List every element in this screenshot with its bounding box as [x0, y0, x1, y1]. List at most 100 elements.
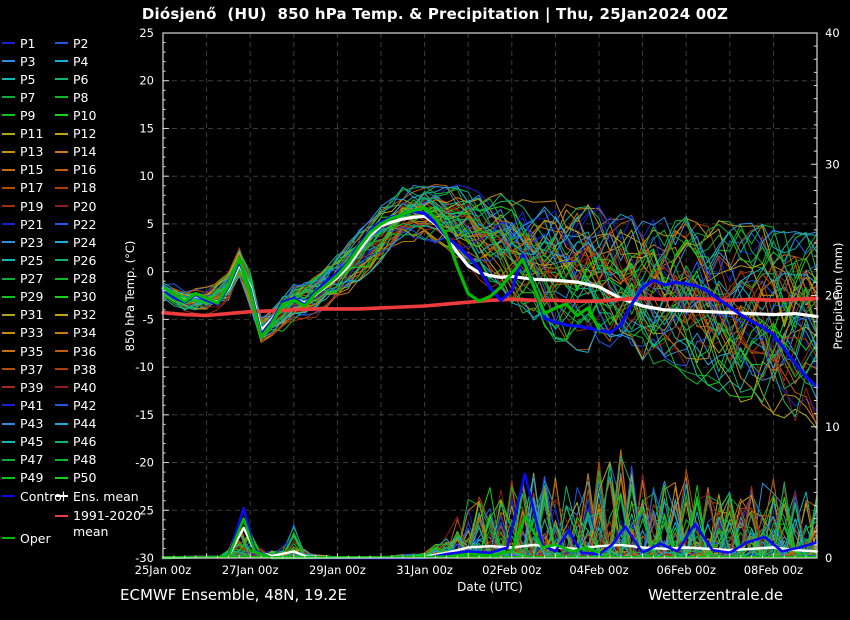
legend-label-p50: P50 — [73, 470, 97, 486]
legend-label-p2: P2 — [73, 35, 89, 51]
legend-entry-p13: P13 — [2, 143, 43, 161]
legend-entry-oper: Oper — [2, 529, 51, 547]
legend-entry-p11: P11 — [2, 125, 43, 143]
legend-label-p46: P46 — [73, 434, 97, 450]
legend-entry-p24: P24 — [55, 233, 96, 251]
legend-label-p32: P32 — [73, 307, 97, 323]
legend-label-p47: P47 — [20, 452, 44, 468]
legend-swatch-p14 — [55, 150, 68, 153]
legend-entry-control: Control — [2, 487, 65, 505]
legend-entry-p34: P34 — [55, 324, 96, 342]
precip-tick-label: 40 — [825, 26, 840, 40]
legend-entry-p33: P33 — [2, 324, 43, 342]
legend-swatch-p11 — [2, 132, 15, 135]
legend-swatch-p9 — [2, 114, 15, 117]
legend-swatch-p32 — [55, 313, 68, 316]
date-tick-label: 06Feb 00z — [657, 563, 716, 577]
date-tick-label: 27Jan 00z — [222, 563, 279, 577]
legend-label-p7: P7 — [20, 89, 36, 105]
legend-swatch-p36 — [55, 350, 68, 353]
legend-label-p29: P29 — [20, 289, 44, 305]
legend-swatch-p10 — [55, 114, 68, 117]
legend-swatch-climate-mean — [55, 515, 68, 517]
legend-label-p49: P49 — [20, 470, 44, 486]
legend-label-p22: P22 — [73, 216, 97, 232]
legend-swatch-p23 — [2, 241, 15, 244]
oper-precip-line — [161, 514, 601, 560]
ensemble-temp-lines — [162, 184, 818, 430]
legend-swatch-p28 — [55, 277, 68, 280]
temp-tick-label: 5 — [147, 217, 154, 231]
legend-label-p34: P34 — [73, 325, 97, 341]
legend-label-p12: P12 — [73, 126, 97, 142]
legend-label-p43: P43 — [20, 416, 44, 432]
x-axis-title: Date (UTC) — [457, 580, 523, 594]
legend-entry-p7: P7 — [2, 88, 36, 106]
legend-swatch-p18 — [55, 186, 68, 189]
date-tick-label: 29Jan 00z — [309, 563, 366, 577]
legend-entry-p2: P2 — [55, 34, 89, 52]
legend-label-p33: P33 — [20, 325, 44, 341]
ensemble-member-temp-line — [162, 195, 818, 381]
legend-label-p23: P23 — [20, 234, 44, 250]
legend-label-p19: P19 — [20, 198, 44, 214]
precip-tick-label: 10 — [825, 420, 840, 434]
legend-swatch-p26 — [55, 259, 68, 262]
legend-label-p9: P9 — [20, 107, 36, 123]
legend-label-p1: P1 — [20, 35, 36, 51]
legend-entry-p36: P36 — [55, 342, 96, 360]
axes-frame — [162, 32, 818, 559]
legend-label-p38: P38 — [73, 361, 97, 377]
legend-entry-p8: P8 — [55, 88, 89, 106]
legend-swatch-p34 — [55, 331, 68, 334]
legend-entry-climate-mean: 1991-2020 mean — [55, 508, 141, 540]
temp-tick-label: 20 — [139, 74, 154, 88]
legend-swatch-oper — [2, 537, 15, 539]
legend-swatch-p2 — [55, 42, 68, 44]
legend-label-p21: P21 — [20, 216, 44, 232]
legend-swatch-p3 — [2, 60, 15, 63]
legend-entry-p31: P31 — [2, 306, 43, 324]
legend-label-p30: P30 — [73, 289, 97, 305]
temp-tick-label: 0 — [147, 265, 154, 279]
temp-tick-label: -10 — [135, 360, 154, 374]
temp-tick-label: 25 — [139, 26, 154, 40]
legend-swatch-p42 — [55, 404, 68, 407]
temp-tick-label: -30 — [135, 551, 154, 565]
temp-tick-label: -25 — [135, 503, 154, 517]
ensemble-member-temp-line — [162, 202, 818, 430]
legend-entry-p27: P27 — [2, 270, 43, 288]
legend-swatch-p31 — [2, 313, 15, 316]
legend-label-p25: P25 — [20, 252, 44, 268]
legend-swatch-p44 — [55, 422, 68, 425]
ensemble-member-temp-line — [162, 214, 818, 363]
legend-label-p3: P3 — [20, 53, 36, 69]
legend-label-p18: P18 — [73, 180, 97, 196]
legend-label-p11: P11 — [20, 126, 44, 142]
legend-swatch-p41 — [2, 404, 15, 407]
legend-entry-p37: P37 — [2, 360, 43, 378]
legend-entry-p35: P35 — [2, 342, 43, 360]
precip-tick-label: 0 — [825, 551, 832, 565]
legend-swatch-p21 — [2, 223, 15, 226]
legend-swatch-p25 — [2, 259, 15, 262]
legend-swatch-p16 — [55, 168, 68, 171]
legend-swatch-p45 — [2, 440, 15, 443]
ens-mean-precip-line — [161, 526, 819, 559]
legend-swatch-p43 — [2, 422, 15, 425]
legend-entry-p17: P17 — [2, 179, 43, 197]
legend-entry-p26: P26 — [55, 251, 96, 269]
legend-label-climate-line2: mean — [73, 524, 109, 539]
legend-swatch-p13 — [2, 150, 15, 153]
precip-tick-label: 20 — [825, 289, 840, 303]
legend-label-climate-mean: 1991-2020 mean — [73, 508, 141, 540]
legend-swatch-p40 — [55, 386, 68, 389]
legend-swatch-p20 — [55, 205, 68, 208]
legend-label-p45: P45 — [20, 434, 44, 450]
legend-entry-p46: P46 — [55, 433, 96, 451]
temp-axis-title: 850 hPa Temp. (°C) — [123, 241, 137, 352]
legend-label-p15: P15 — [20, 162, 44, 178]
legend-label-p36: P36 — [73, 343, 97, 359]
legend-label-p10: P10 — [73, 107, 97, 123]
